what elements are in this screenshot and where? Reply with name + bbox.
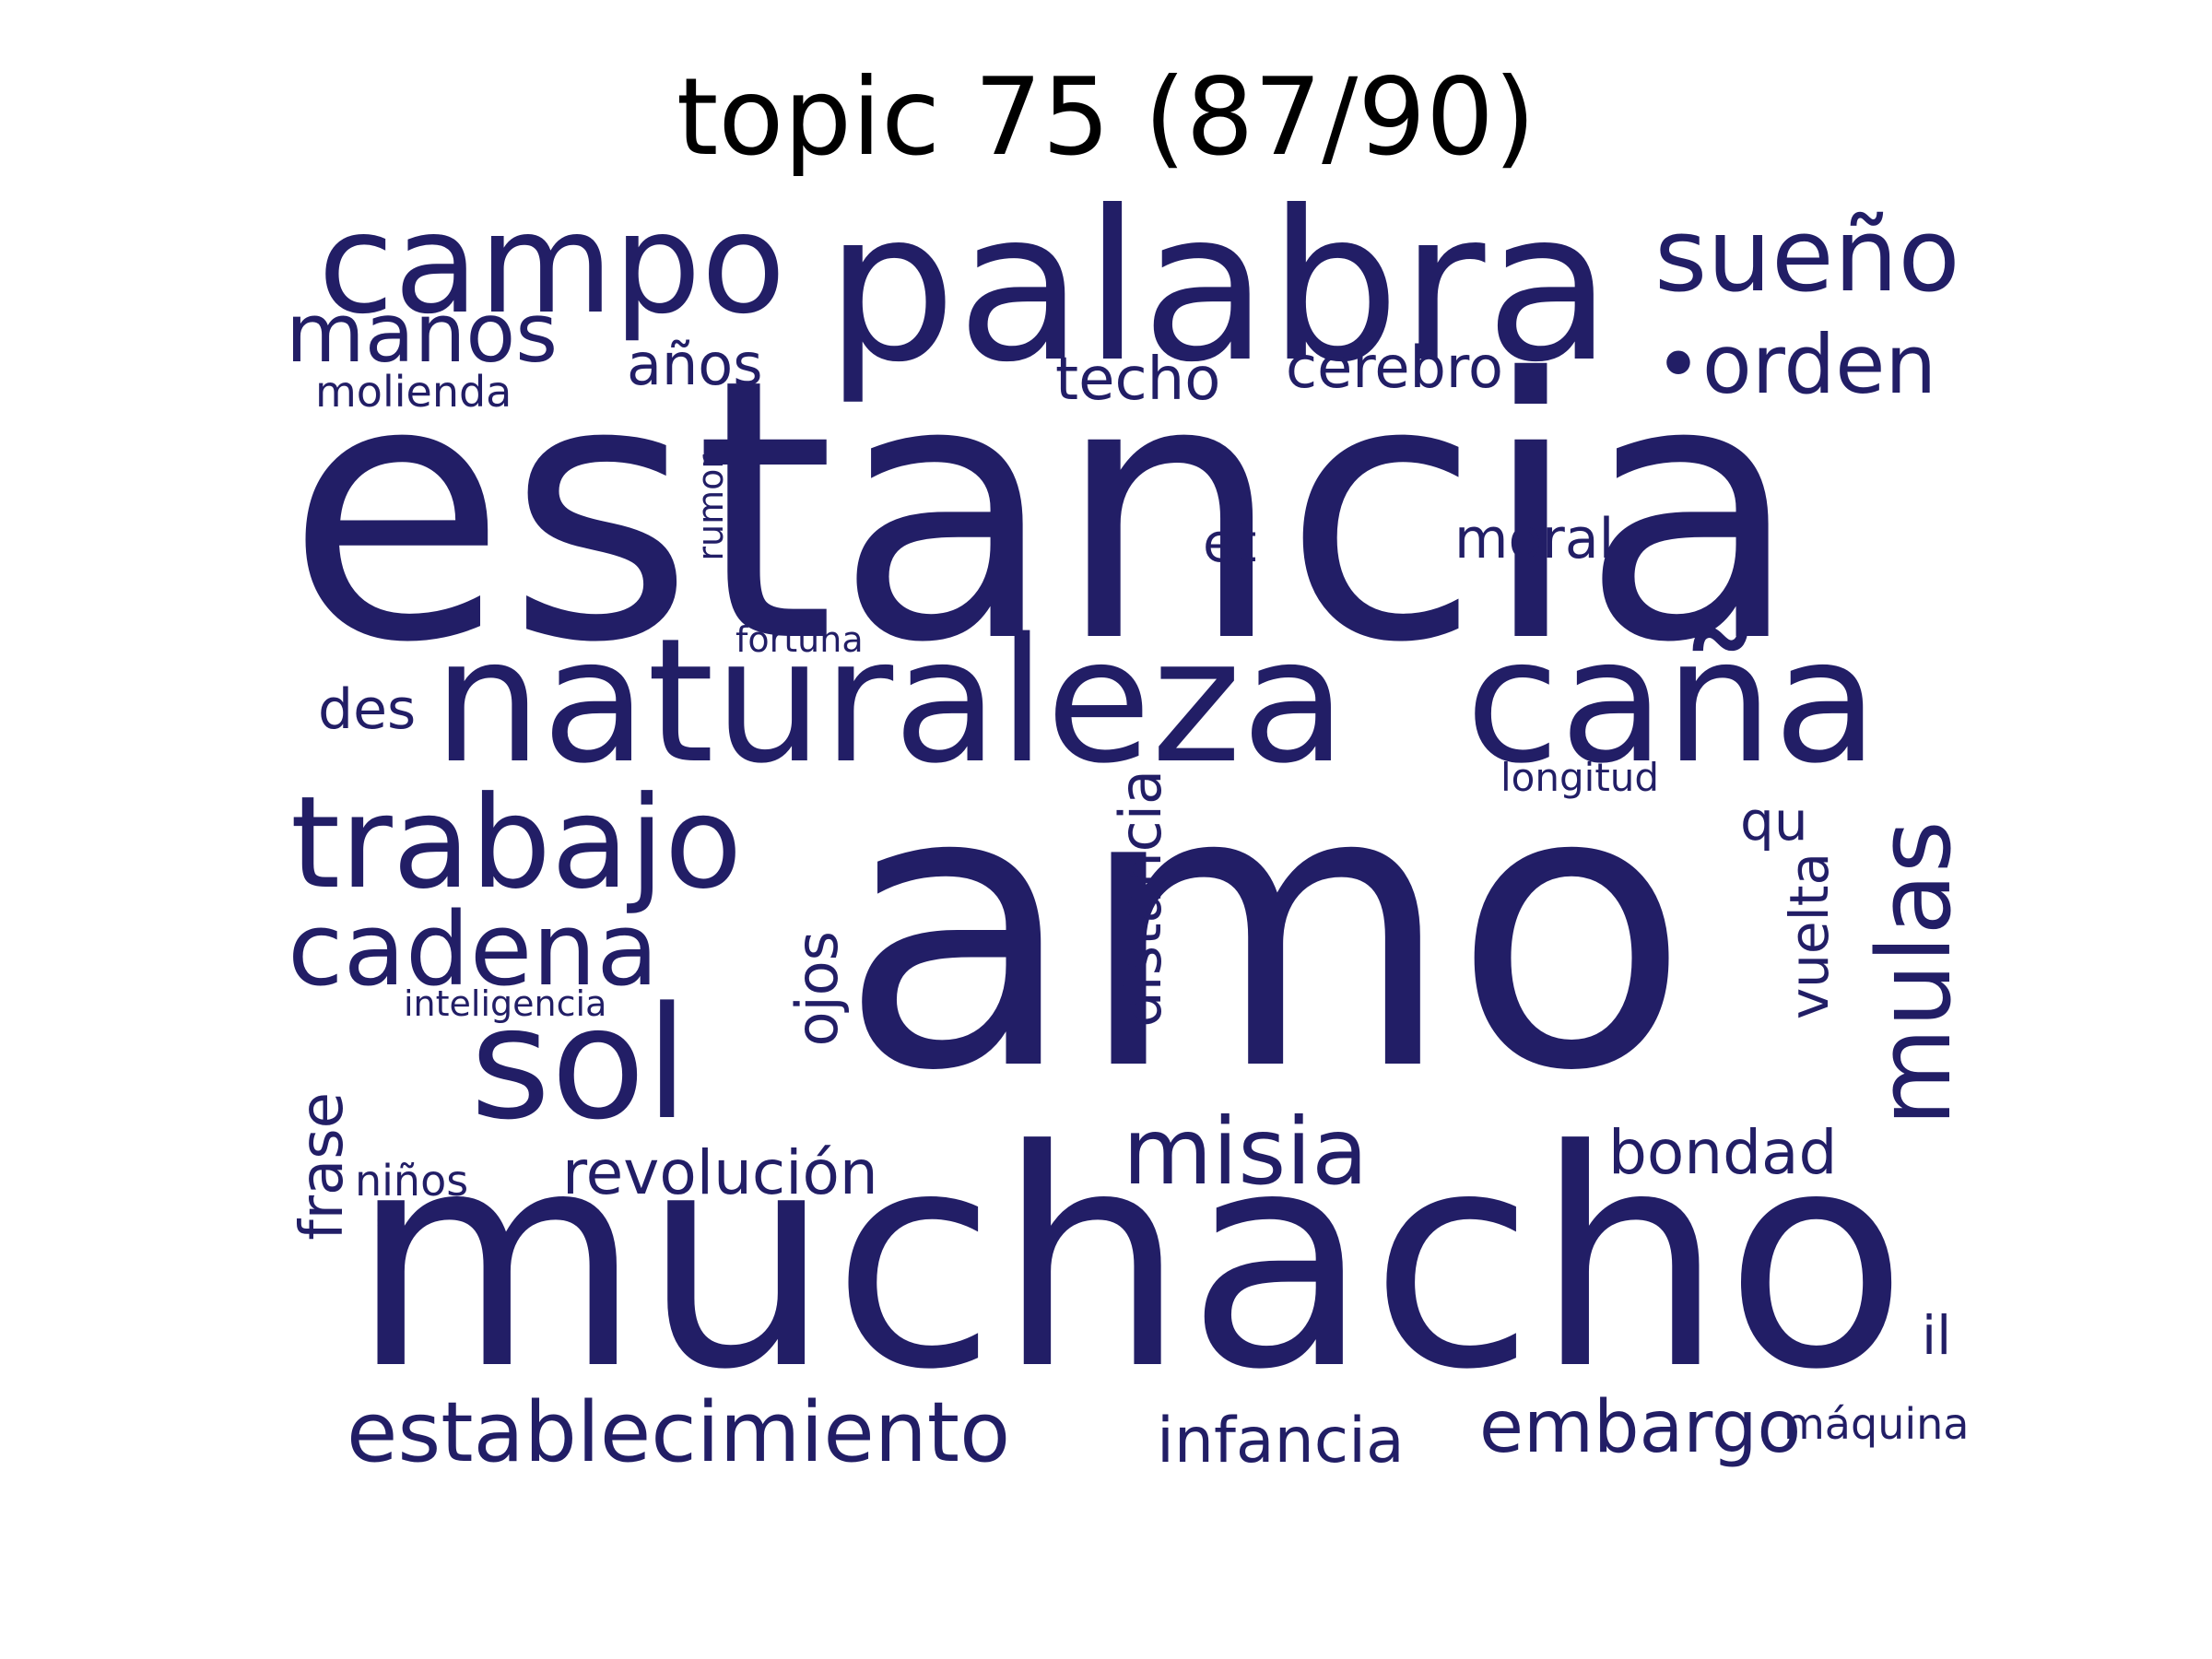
word-moral: moral: [1454, 507, 1615, 571]
word-naturaleza: naturaleza: [433, 601, 1347, 801]
word-establecimiento: establecimiento: [347, 1384, 1011, 1481]
word-trabajo: trabajo: [290, 769, 743, 917]
word-longitud: longitud: [1500, 755, 1660, 800]
word-cerebro: cerebro: [1286, 334, 1503, 401]
word-muchacho: muchacho: [350, 1086, 1908, 1435]
cloud-title: topic 75 (87/90): [676, 55, 1536, 180]
word-maquina: máquina: [1783, 1399, 1970, 1449]
word-palabra: palabra: [825, 167, 1613, 408]
word-revolucion: revolución: [562, 1137, 878, 1208]
word-des: des: [318, 677, 417, 742]
word-ojos: ojos: [783, 931, 851, 1047]
word-bondad: bondad: [1608, 1117, 1838, 1188]
word-frase: frase: [288, 1092, 357, 1241]
word-molienda: molienda: [315, 367, 512, 417]
word-il: il: [1922, 1304, 1952, 1367]
word-infancia: infancia: [1157, 1405, 1405, 1477]
word-cana: caña: [1465, 601, 1879, 801]
word-ninos: niños: [355, 1156, 469, 1206]
word-et: et: [1203, 512, 1257, 574]
word-mulas: mulas: [1855, 820, 1973, 1127]
word-sueno: sueño: [1654, 196, 1960, 314]
word-sol: sol: [470, 973, 688, 1154]
word-vuelta: vuelta: [1778, 853, 1841, 1020]
word-amo: amo: [839, 705, 1690, 1156]
word-misia: misia: [1123, 1098, 1369, 1206]
word-anos: años: [627, 331, 763, 398]
word-techo: techo: [1055, 346, 1221, 414]
word-inteligencia: inteligencia: [404, 983, 607, 1024]
word-embargo: embargo: [1479, 1386, 1802, 1469]
word-fortuna: fortuna: [735, 619, 864, 660]
word-cadena: cadena: [288, 890, 659, 1008]
word-rumor: rumor: [690, 454, 731, 561]
word-campo: campo: [318, 184, 786, 345]
word-distancia: distancia: [1107, 770, 1174, 1028]
word-estancia: estancia: [286, 302, 1801, 721]
word-qu: qu: [1740, 790, 1808, 853]
word-orden: •orden: [1654, 317, 1937, 412]
word-manos: manos: [286, 286, 559, 381]
